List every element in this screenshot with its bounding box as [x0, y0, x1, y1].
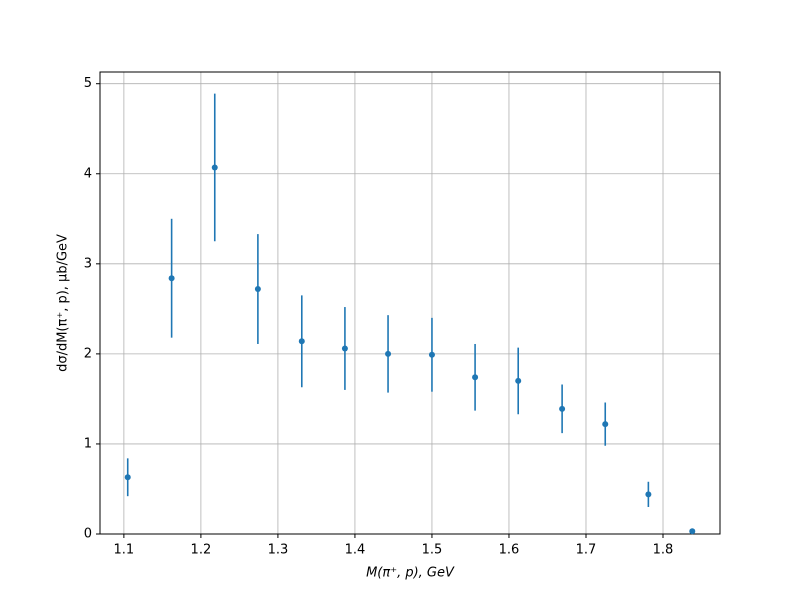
x-axis-label: M(π⁺, p), GeV: [366, 566, 455, 581]
x-tick-label: 1.7: [576, 543, 597, 558]
x-tick-label: 1.5: [422, 543, 443, 558]
data-point: [298, 338, 305, 345]
y-tick-label: 4: [84, 166, 92, 181]
data-point: [341, 345, 348, 352]
x-tick-label: 1.8: [653, 543, 674, 558]
y-axis-label: dσ/dM(π⁺, p), μb/GeV: [56, 234, 71, 372]
x-tick-label: 1.3: [268, 543, 289, 558]
data-point: [689, 528, 696, 535]
data-point: [472, 374, 479, 381]
data-point: [645, 491, 652, 498]
data-point: [428, 351, 435, 358]
y-tick-label: 1: [84, 436, 92, 451]
y-tick-label: 2: [84, 346, 92, 361]
x-tick-label: 1.1: [114, 543, 135, 558]
x-tick-label: 1.4: [345, 543, 366, 558]
y-tick-label: 0: [84, 527, 92, 542]
data-point: [124, 474, 131, 481]
data-point: [211, 164, 218, 171]
y-tick-label: 5: [84, 76, 92, 91]
data-point: [515, 377, 522, 384]
data-point: [168, 275, 175, 282]
data-point: [559, 405, 566, 412]
data-point: [602, 421, 609, 428]
x-tick-label: 1.6: [499, 543, 520, 558]
x-tick-label: 1.2: [191, 543, 212, 558]
data-point: [254, 286, 261, 293]
data-point: [385, 350, 392, 357]
y-tick-label: 3: [84, 256, 92, 271]
plot-frame: [99, 71, 721, 535]
